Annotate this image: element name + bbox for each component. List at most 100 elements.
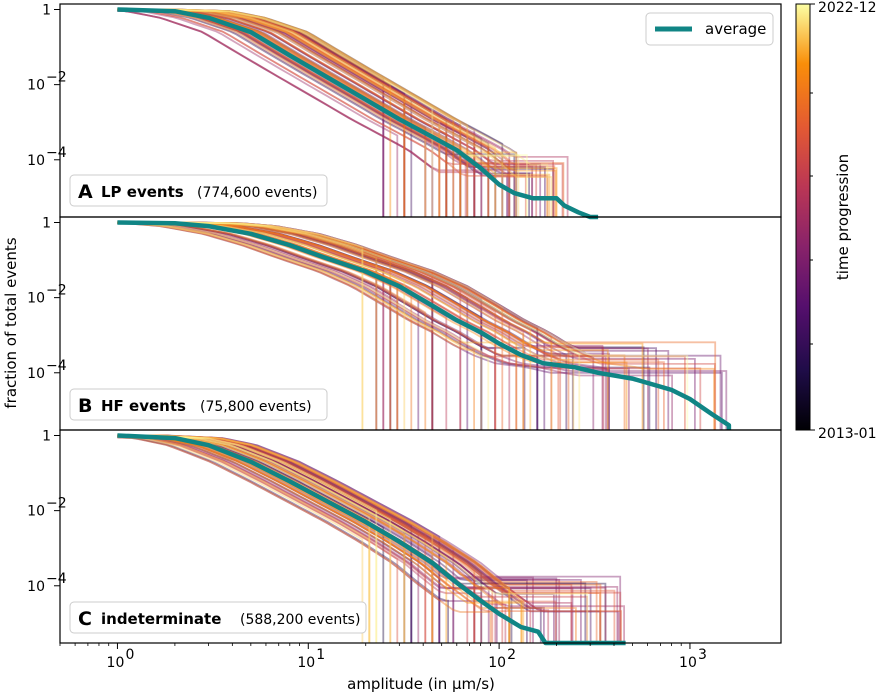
monthly-line [117,9,516,217]
y-tick-label: 10 [27,504,45,520]
panel-b: 110−210−4 B HF events (75,800 events) [27,215,782,431]
monthly-line [117,434,504,643]
monthly-line [117,221,649,430]
monthly-line [117,221,657,430]
monthly-line [117,434,557,643]
monthly-line [117,8,511,217]
y-tick-exponent: −4 [46,358,67,374]
monthly-line [117,9,399,217]
monthly-line [117,10,434,217]
monthly-line [117,222,651,430]
monthly-line [117,435,494,643]
x-tick-exponent: 2 [507,647,516,663]
monthly-line [117,221,610,430]
panel-c-name: indeterminate [101,610,221,628]
monthly-line [117,222,434,430]
panel-a-yticks: 110−210−4 [27,2,67,168]
monthly-line [117,434,602,643]
monthly-line [117,434,550,643]
monthly-line [117,434,620,643]
panel-c-count: (588,200 events) [240,612,360,628]
monthly-line [117,435,427,643]
monthly-line [117,435,622,643]
monthly-line [117,222,686,430]
monthly-line [117,435,574,643]
monthly-line [117,434,625,643]
monthly-line [117,222,702,430]
monthly-line [117,434,561,643]
monthly-line [117,8,557,217]
monthly-line [117,8,556,217]
colorbar-min-label: 2013-01 [818,426,877,442]
x-tick-label: 10 [107,655,125,671]
monthly-line [117,435,371,643]
monthly-line [117,435,483,643]
monthly-line [117,8,553,217]
panel-c-frame [59,429,782,644]
monthly-line [117,221,722,430]
average-line [117,220,732,430]
monthly-line [117,9,564,217]
panel-c: 110−210−4 C indeterminate (588,200 event… [27,428,782,646]
monthly-line [117,435,399,643]
monthly-line [117,221,715,430]
monthly-line [117,435,607,643]
panel-a-label: A LP events (774,600 events) [69,174,328,207]
panel-c-label: C indeterminate (588,200 events) [69,601,367,634]
colorbar-gradient [795,3,811,431]
y-tick-label: 1 [42,215,51,231]
monthly-line [117,434,525,643]
x-tick-exponent: 3 [698,647,707,663]
monthly-line [117,8,511,217]
y-axis-label: fraction of total events [2,237,20,408]
monthly-line [117,8,497,217]
monthly-line [117,8,549,217]
monthly-line [117,434,513,643]
panel-a-name: LP events [101,183,184,201]
monthly-line [117,434,601,643]
monthly-line [117,434,616,643]
y-tick-exponent: −4 [46,571,67,587]
monthly-line [117,434,602,643]
y-tick-exponent: −2 [46,496,67,512]
legend-average-label: average [705,20,766,38]
monthly-line [117,221,689,430]
x-tick-label: 10 [679,655,697,671]
y-tick-label: 1 [42,428,51,444]
monthly-line [117,9,467,217]
monthly-line [117,436,492,643]
monthly-line [117,222,553,430]
panel-b-letter: B [78,395,92,417]
monthly-line [117,221,595,430]
panel-b-yticks: 110−210−4 [27,215,67,381]
y-tick-exponent: −4 [46,145,67,161]
monthly-line [117,9,509,217]
monthly-line [117,434,573,643]
monthly-line [117,8,504,217]
monthly-line [117,435,490,643]
y-tick-exponent: −2 [46,283,67,299]
panel-a: 110−210−4 A LP events (774,600 events) a… [27,2,782,220]
monthly-line [117,434,592,643]
monthly-line [117,435,413,643]
monthly-line [117,222,490,430]
panel-c-letter: C [78,608,92,630]
monthly-line [117,222,475,430]
monthly-line [117,221,728,430]
x-tick-exponent: 1 [316,647,325,663]
monthly-line [117,434,542,643]
y-tick-label: 10 [27,291,45,307]
panel-b-name: HF events [101,397,186,415]
panel-b-label: B HF events (75,800 events) [69,388,328,421]
monthly-line [117,222,673,430]
x-axis: 10 0 10 1 10 2 10 3 amplitude (in µm/s) [59,643,707,693]
y-tick-label: 10 [27,153,45,169]
monthly-line [117,9,527,217]
monthly-line [117,434,573,643]
monthly-line [117,434,582,643]
monthly-line [117,434,622,643]
monthly-line [117,221,716,430]
monthly-line [117,222,723,430]
monthly-line [117,435,577,643]
legend: average [645,12,774,46]
